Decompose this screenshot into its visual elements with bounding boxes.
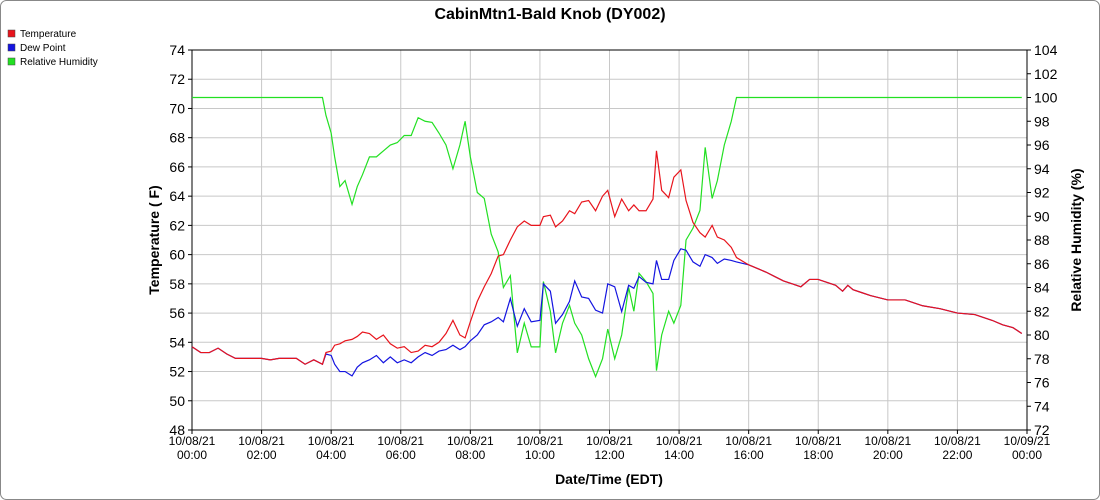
y2-tick-label: 94 <box>1034 161 1050 177</box>
x-axis-label: Date/Time (EDT) <box>555 471 663 487</box>
y-tick-label: 68 <box>169 130 185 146</box>
x-tick-label-line: 10/09/21 <box>1004 434 1051 448</box>
x-tick-label-line: 10/08/21 <box>725 434 772 448</box>
x-tick-label-line: 04:00 <box>316 448 346 462</box>
y2-tick-label: 90 <box>1034 208 1050 224</box>
x-tick-label-line: 16:00 <box>734 448 764 462</box>
x-tick-label-line: 10/08/21 <box>795 434 842 448</box>
x-tick-label-line: 08:00 <box>455 448 485 462</box>
y-tick-label: 64 <box>169 188 185 204</box>
x-tick-label-line: 10/08/21 <box>377 434 424 448</box>
legend-swatch <box>7 29 16 38</box>
y-tick-label: 70 <box>169 100 185 116</box>
y-tick-label: 56 <box>169 305 185 321</box>
x-tick-label: 10/08/21 16:00 <box>725 434 772 462</box>
x-tick-label-line: 10/08/21 <box>517 434 564 448</box>
y-tick-label: 72 <box>169 71 185 87</box>
y2-tick-label: 88 <box>1034 232 1050 248</box>
y2-tick-label: 84 <box>1034 280 1050 296</box>
x-tick-label-line: 00:00 <box>1012 448 1042 462</box>
y2-tick-label: 72 <box>1034 422 1050 438</box>
y-tick-label: 58 <box>169 276 185 292</box>
y-tick-label: 54 <box>169 334 185 350</box>
x-tick-label-line: 12:00 <box>594 448 624 462</box>
plot-border <box>191 49 1028 431</box>
y-tick-label: 66 <box>169 159 185 175</box>
x-tick-label-line: 10/08/21 <box>447 434 494 448</box>
y2-tick-label: 102 <box>1034 66 1058 82</box>
x-tick-label-line: 10/08/21 <box>238 434 285 448</box>
y-tick-label: 48 <box>169 422 185 438</box>
series-line <box>191 150 1023 366</box>
x-tick-label: 10/08/21 10:00 <box>517 434 564 462</box>
x-tick-label: 10/08/21 02:00 <box>238 434 285 462</box>
x-tick-label: 10/08/21 08:00 <box>447 434 494 462</box>
x-tick-label-line: 10/08/21 <box>169 434 216 448</box>
y-axis-label: Temperature ( F) <box>146 185 162 294</box>
x-tick-label: 10/08/21 14:00 <box>656 434 703 462</box>
y-tick-label: 52 <box>169 364 185 380</box>
legend-swatch <box>7 57 16 66</box>
x-tick-label: 10/08/21 04:00 <box>308 434 355 462</box>
x-tick-label-line: 10/08/21 <box>864 434 911 448</box>
y2-tick-label: 100 <box>1034 90 1058 106</box>
x-tick-label: 10/08/21 06:00 <box>377 434 424 462</box>
y2-tick-label: 92 <box>1034 185 1050 201</box>
x-tick-label-line: 10:00 <box>525 448 555 462</box>
x-tick-label: 10/08/21 20:00 <box>864 434 911 462</box>
legend-label: Temperature <box>20 29 77 40</box>
y2-tick-label: 86 <box>1034 256 1050 272</box>
y2-tick-label: 82 <box>1034 303 1050 319</box>
x-tick-label: 10/08/21 22:00 <box>934 434 981 462</box>
y-tick-label: 62 <box>169 217 185 233</box>
x-tick-label-line: 14:00 <box>664 448 694 462</box>
x-tick-label: 10/09/21 00:00 <box>1004 434 1051 462</box>
x-tick-label-line: 10/08/21 <box>308 434 355 448</box>
chart-title: CabinMtn1-Bald Knob (DY002) <box>434 6 665 23</box>
y2-tick-label: 74 <box>1034 398 1050 414</box>
x-tick-label-line: 10/08/21 <box>656 434 703 448</box>
x-tick-label-line: 22:00 <box>942 448 972 462</box>
y2-tick-label: 76 <box>1034 375 1050 391</box>
x-tick-label-line: 06:00 <box>386 448 416 462</box>
legend-swatch <box>7 43 16 52</box>
x-tick-label-line: 00:00 <box>177 448 207 462</box>
x-tick-label-line: 02:00 <box>247 448 277 462</box>
y2-tick-label: 104 <box>1034 42 1058 58</box>
x-tick-label-line: 20:00 <box>873 448 903 462</box>
y2-tick-label: 78 <box>1034 351 1050 367</box>
legend-label: Relative Humidity <box>20 57 98 68</box>
x-tick-label: 10/08/21 00:00 <box>169 434 216 462</box>
legend-label: Dew Point <box>20 43 66 54</box>
y2-tick-label: 96 <box>1034 137 1050 153</box>
x-tick-label: 10/08/21 18:00 <box>795 434 842 462</box>
x-tick-label: 10/08/21 12:00 <box>586 434 633 462</box>
x-tick-label-line: 10/08/21 <box>934 434 981 448</box>
y2-axis-label: Relative Humidity (%) <box>1068 168 1084 311</box>
series-line <box>192 96 1022 379</box>
y-tick-label: 50 <box>169 393 185 409</box>
y-tick-label: 74 <box>169 42 185 58</box>
y2-tick-label: 80 <box>1034 327 1050 343</box>
y-tick-label: 60 <box>169 247 185 263</box>
x-tick-label-line: 18:00 <box>803 448 833 462</box>
x-tick-label-line: 10/08/21 <box>586 434 633 448</box>
y2-tick-label: 98 <box>1034 113 1050 129</box>
